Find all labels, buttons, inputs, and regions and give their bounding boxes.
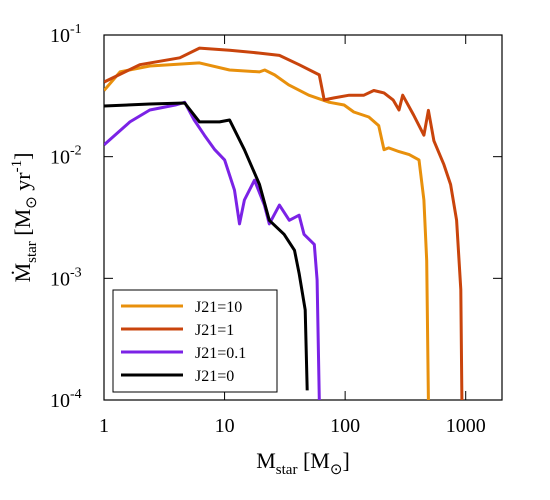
y-tick-exponent: -4 — [70, 387, 82, 402]
x-axis-label-part: M — [256, 448, 276, 473]
plot-frame — [103, 34, 503, 401]
legend-label: J21=1 — [195, 322, 234, 339]
legend-label: J21=0 — [195, 368, 234, 385]
y-axis-label-part: ] — [10, 153, 35, 160]
y-axis-label-part: Ṁ — [10, 263, 35, 283]
y-axis-label-part: [M — [10, 209, 35, 241]
y-tick-base: 10 — [50, 25, 70, 47]
legend-label: J21=10 — [195, 299, 242, 316]
y-tick-label: 10-3 — [50, 265, 82, 290]
y-axis-label-part: star — [24, 241, 40, 263]
y-tick-exponent: -1 — [70, 22, 82, 37]
y-tick-exponent: -2 — [70, 144, 82, 159]
x-axis-label: Mstar [M⊙] — [256, 448, 350, 478]
series-line — [104, 46, 464, 400]
x-tick-label: 1000 — [446, 415, 486, 437]
y-tick-label: 10-4 — [50, 387, 82, 412]
y-tick-label: 10-1 — [50, 22, 82, 47]
legend-label: J21=0.1 — [195, 345, 246, 362]
x-axis-label-part: [M — [297, 448, 329, 473]
series-line — [104, 101, 309, 391]
y-axis-label-part: ⊙ — [24, 196, 40, 209]
series-line — [104, 61, 430, 400]
x-axis-label-part: ] — [342, 448, 349, 473]
y-axis-label-part: yr — [10, 172, 35, 197]
x-tick-label: 100 — [330, 415, 360, 437]
y-tick-base: 10 — [50, 268, 70, 290]
y-axis-label: Ṁstar [M⊙ yr-1] — [9, 153, 40, 283]
x-tick-label: 10 — [215, 415, 235, 437]
y-tick-base: 10 — [50, 147, 70, 169]
x-tick-label: 1 — [99, 415, 109, 437]
y-axis-label-part: -1 — [9, 160, 25, 173]
x-axis-label-part: ⊙ — [330, 462, 343, 478]
y-tick-base: 10 — [50, 390, 70, 412]
x-axis-label-part: star — [276, 462, 298, 478]
y-tick-label: 10-2 — [50, 144, 82, 169]
y-tick-exponent: -3 — [70, 265, 82, 280]
